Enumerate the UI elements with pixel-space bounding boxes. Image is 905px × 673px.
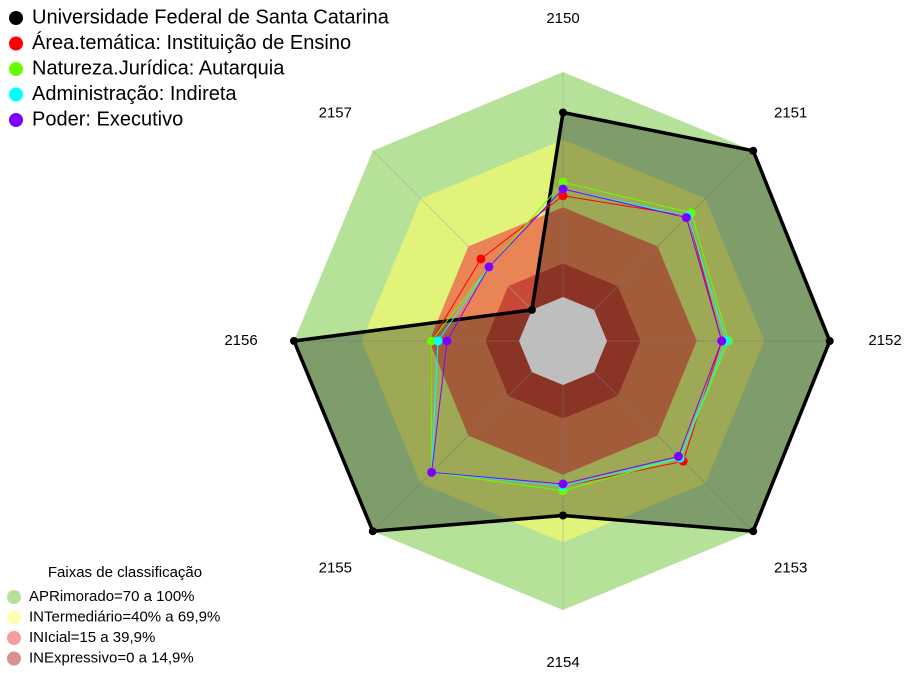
point [717, 336, 727, 346]
band-legend-marker [7, 590, 21, 604]
category-label: 2151 [774, 104, 807, 121]
category-label: 2157 [319, 104, 352, 121]
spoke [372, 340, 564, 532]
category-label: 2153 [774, 560, 807, 577]
legend-marker [9, 113, 23, 127]
point [558, 177, 568, 187]
point [433, 336, 443, 346]
legend-marker [9, 11, 23, 25]
point [558, 191, 568, 201]
category-label: 2150 [546, 10, 579, 27]
point [476, 254, 486, 264]
point [484, 262, 494, 272]
point [558, 184, 568, 194]
legend-label: Área.temática: Instituição de Ensino [32, 31, 351, 54]
legend-label: Poder: Executivo [32, 108, 183, 130]
bands-legend-title: Faixas de classificação [48, 564, 202, 581]
legend-label: Natureza.Jurídica: Autarquia [32, 57, 285, 79]
band-legend-marker [7, 631, 21, 645]
point [427, 467, 437, 477]
band-legend-marker [7, 610, 21, 625]
legend-marker [9, 87, 23, 102]
point [442, 336, 452, 346]
point [681, 213, 691, 223]
legend-marker [9, 36, 23, 51]
point [290, 337, 298, 345]
category-label: 2154 [546, 654, 579, 671]
band-legend-label: INExpressivo=0 a 14,9% [29, 649, 194, 666]
center [519, 297, 607, 385]
point [368, 527, 377, 536]
point [558, 479, 568, 489]
band-legend-label: INIcial=15 a 39,9% [29, 629, 155, 646]
point [559, 108, 567, 117]
spoke [562, 150, 754, 342]
band-legend-marker [7, 651, 21, 666]
point [825, 337, 834, 345]
category-label: 2156 [224, 332, 257, 349]
legend-label: Universidade Federal de Santa Catarina [32, 6, 390, 28]
category-label: 2152 [868, 332, 901, 349]
point [749, 527, 758, 536]
legend-marker [9, 62, 23, 76]
legend-label: Administração: Indireta [32, 83, 237, 105]
band-legend-label: INTermediário=40% a 69,9% [29, 608, 220, 625]
point [527, 305, 536, 314]
band-legend-label: APRimorado=70 a 100% [29, 588, 195, 605]
point [426, 336, 436, 346]
category-label: 2155 [319, 560, 352, 577]
point [749, 146, 758, 155]
spoke [562, 340, 754, 532]
point [559, 511, 567, 520]
point [673, 451, 683, 461]
